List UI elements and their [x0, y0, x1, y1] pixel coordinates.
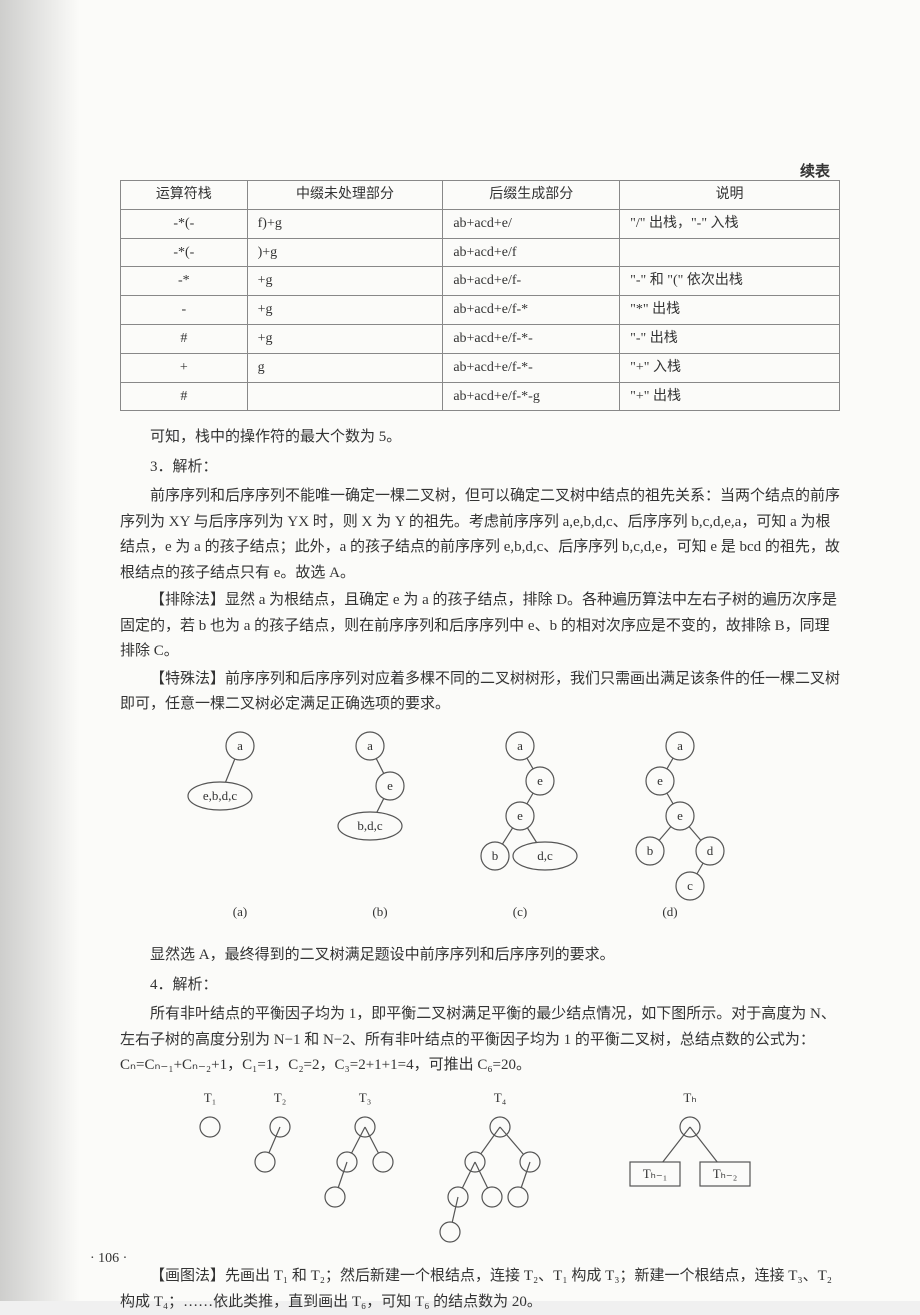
para-q3-analysis: 前序序列和后序序列不能唯一确定一棵二叉树，但可以确定二叉树中结点的祖先关系：当两… — [120, 484, 840, 586]
table-header-row: 运算符栈 中缀未处理部分 后缀生成部分 说明 — [121, 181, 840, 210]
table-cell: +g — [247, 296, 443, 325]
table-cell: ab+acd+e/f — [443, 238, 620, 267]
col-header-infix: 中缀未处理部分 — [247, 181, 443, 210]
col-header-stack: 运算符栈 — [121, 181, 248, 210]
svg-text:b: b — [647, 843, 654, 858]
para-q3-conclusion: 显然选 A，最终得到的二叉树满足题设中前序序列和后序序列的要求。 — [120, 943, 840, 969]
svg-text:T₁: T₁ — [204, 1090, 216, 1105]
table-cell — [247, 382, 443, 411]
table-row: -*(-f)+gab+acd+e/"/" 出栈，"-" 入栈 — [121, 209, 840, 238]
svg-text:T₂: T₂ — [274, 1090, 286, 1105]
table-cell: "*" 出栈 — [620, 296, 840, 325]
avl-figures: T₁ T₂ T₃ T₄ Tₕ Tₕ₋₁ Tₕ₋₂ — [120, 1087, 840, 1257]
svg-text:(d): (d) — [662, 904, 677, 919]
para-q3-elim: 【排除法】显然 a 为根结点，且确定 e 为 a 的孩子结点，排除 D。各种遍历… — [120, 588, 840, 665]
svg-text:c: c — [687, 878, 693, 893]
table-row: -*+gab+acd+e/f-"-" 和 "(" 依次出栈 — [121, 267, 840, 296]
table-cell: g — [247, 353, 443, 382]
para-q4-draw: 【画图法】先画出 T₁ 和 T₂；然后新建一个根结点，连接 T₂、T₁ 构成 T… — [120, 1264, 840, 1315]
para-q3-head: 3．解析： — [120, 455, 840, 481]
table-cell: "/" 出栈，"-" 入栈 — [620, 209, 840, 238]
svg-text:a: a — [677, 738, 683, 753]
svg-text:d,c: d,c — [537, 848, 553, 863]
table-cell: "-" 和 "(" 依次出栈 — [620, 267, 840, 296]
table-cell: ab+acd+e/f-*-g — [443, 382, 620, 411]
table-cell: f)+g — [247, 209, 443, 238]
table-row: -+gab+acd+e/f-*"*" 出栈 — [121, 296, 840, 325]
table-cell: +g — [247, 267, 443, 296]
svg-text:e: e — [537, 773, 543, 788]
svg-text:e,b,d,c: e,b,d,c — [203, 788, 238, 803]
svg-text:e: e — [387, 778, 393, 793]
svg-text:(c): (c) — [513, 904, 527, 919]
table-cell: -*(- — [121, 209, 248, 238]
svg-text:e: e — [657, 773, 663, 788]
scan-shadow — [0, 0, 80, 1301]
para-q4-head: 4．解析： — [120, 973, 840, 999]
table-cell: # — [121, 324, 248, 353]
svg-text:a: a — [367, 738, 373, 753]
table-cell: -*(- — [121, 238, 248, 267]
table-row: +gab+acd+e/f-*-"+" 入栈 — [121, 353, 840, 382]
table-cell: ab+acd+e/ — [443, 209, 620, 238]
table-cell: ab+acd+e/f-*- — [443, 353, 620, 382]
page-number: · 106 · — [90, 1247, 127, 1271]
table-body: -*(-f)+gab+acd+e/"/" 出栈，"-" 入栈-*(-)+gab+… — [121, 209, 840, 411]
table-cell: ab+acd+e/f-*- — [443, 324, 620, 353]
table-row: -*(-)+gab+acd+e/f — [121, 238, 840, 267]
table-cell: ab+acd+e/f- — [443, 267, 620, 296]
table-row: #+gab+acd+e/f-*-"-" 出栈 — [121, 324, 840, 353]
table-cell: "+" 出栈 — [620, 382, 840, 411]
para-q4-analysis: 所有非叶结点的平衡因子均为 1，即平衡二叉树满足平衡的最少结点情况，如下图所示。… — [120, 1002, 840, 1079]
svg-text:b,d,c: b,d,c — [357, 818, 383, 833]
svg-text:a: a — [237, 738, 243, 753]
table-cell: "+" 入栈 — [620, 353, 840, 382]
svg-text:Tₕ: Tₕ — [683, 1090, 696, 1105]
svg-text:(a): (a) — [233, 904, 247, 919]
svg-text:b: b — [492, 848, 499, 863]
tree-svg: a e,b,d,c (a) a e b,d,c (b) a e e b d,c (c) a e e b d c (d) — [180, 726, 780, 926]
scanned-page: 续表 运算符栈 中缀未处理部分 后缀生成部分 说明 -*(-f)+gab+acd… — [0, 0, 920, 1301]
continued-table-label: 续表 — [800, 160, 830, 186]
table-cell: - — [121, 296, 248, 325]
para-q3-special: 【特殊法】前序序列和后序序列对应着多棵不同的二叉树树形，我们只需画出满足该条件的… — [120, 667, 840, 718]
para-stack-max: 可知，栈中的操作符的最大个数为 5。 — [120, 425, 840, 451]
table-cell: + — [121, 353, 248, 382]
table-cell: -* — [121, 267, 248, 296]
avl-svg: T₁ T₂ T₃ T₄ Tₕ Tₕ₋₁ Tₕ₋₂ — [160, 1087, 800, 1247]
svg-text:e: e — [517, 808, 523, 823]
svg-text:Tₕ₋₁: Tₕ₋₁ — [643, 1166, 668, 1181]
table-cell: # — [121, 382, 248, 411]
table-cell: )+g — [247, 238, 443, 267]
table-cell — [620, 238, 840, 267]
svg-text:a: a — [517, 738, 523, 753]
stack-trace-table: 运算符栈 中缀未处理部分 后缀生成部分 说明 -*(-f)+gab+acd+e/… — [120, 180, 840, 411]
svg-text:T₄: T₄ — [494, 1090, 507, 1105]
svg-text:T₃: T₃ — [359, 1090, 371, 1105]
table-cell: +g — [247, 324, 443, 353]
svg-text:(b): (b) — [372, 904, 387, 919]
table-row: # ab+acd+e/f-*-g"+" 出栈 — [121, 382, 840, 411]
col-header-postfix: 后缀生成部分 — [443, 181, 620, 210]
svg-text:Tₕ₋₂: Tₕ₋₂ — [713, 1166, 738, 1181]
table-cell: ab+acd+e/f-* — [443, 296, 620, 325]
tree-figures: a e,b,d,c (a) a e b,d,c (b) a e e b d,c (c) a e e b d c (d) — [120, 726, 840, 936]
table-cell: "-" 出栈 — [620, 324, 840, 353]
svg-text:d: d — [707, 843, 714, 858]
svg-text:e: e — [677, 808, 683, 823]
